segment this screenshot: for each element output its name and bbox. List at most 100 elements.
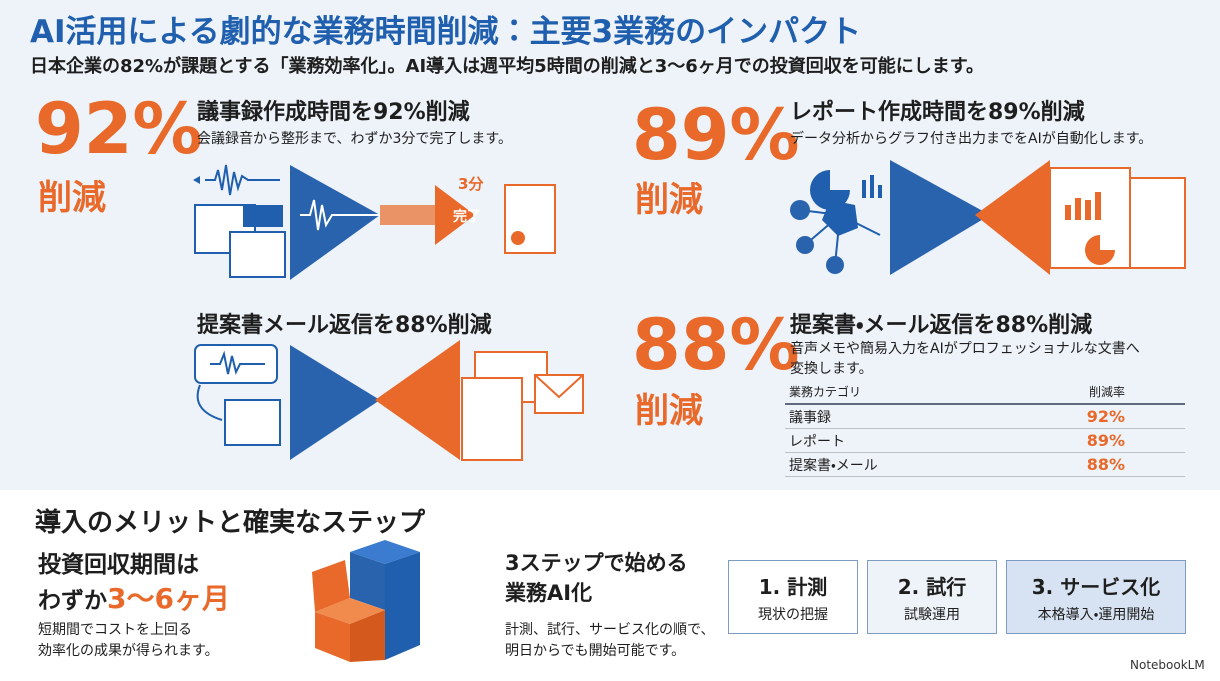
brand: NotebookLM (1130, 658, 1205, 672)
step-sub: 試験運用 (904, 606, 960, 623)
bar-icon (870, 175, 874, 198)
play-icon (193, 176, 200, 184)
card-desc: データ分析からグラフ付き出力までをAIが自動化します。 (790, 131, 1153, 147)
step-box: 3. サービス化本格導入・運用開始 (1006, 560, 1186, 634)
big-label: 削減 (38, 178, 106, 218)
header-cell: 削減率 (1088, 385, 1125, 399)
funnel (290, 345, 380, 460)
bar-icon (1095, 192, 1101, 220)
bar-icon (1085, 200, 1091, 220)
cell: 88% (1086, 455, 1125, 474)
step-sub: 現状の把握 (758, 606, 828, 623)
envelope-flap (534, 374, 584, 399)
cube-face (315, 612, 350, 662)
funnel (975, 160, 1050, 275)
payback-line: 投資回収期間は (38, 552, 199, 578)
payback-line: わずか3〜6ヶ月 (38, 582, 230, 618)
cube-face (385, 552, 420, 660)
bar-icon (1065, 205, 1071, 220)
card-title: 提案書メール返信を88%削減 (197, 313, 492, 338)
payback-prefix: わずか (38, 588, 107, 614)
arrow-head (435, 185, 475, 245)
big-number: 92% (35, 88, 203, 170)
bar-icon (862, 180, 866, 198)
heading-line: 3ステップで始める (505, 551, 688, 575)
card-title: 提案書・メール返信を88%削減 (790, 313, 1093, 338)
memo (224, 399, 281, 446)
proposal-doc (461, 377, 523, 461)
doc (243, 205, 283, 227)
cube-face (312, 560, 350, 612)
desc-line: 明日からでも開始可能です。 (505, 643, 686, 659)
table-header: 業務カテゴリ 削減率 (785, 380, 1185, 405)
doc (229, 231, 286, 278)
proposal-illustration (194, 340, 584, 461)
step-title: 3. サービス化 (1031, 574, 1161, 599)
big-label: 削減 (635, 391, 703, 431)
cell: 92% (1086, 407, 1125, 426)
certificate (504, 184, 556, 254)
time-tag: 3分 (458, 175, 484, 193)
bar-icon (1075, 198, 1081, 220)
big-label: 削減 (635, 180, 703, 220)
minutes-illustration (193, 164, 556, 280)
cube-illustration (312, 540, 420, 662)
done-tag: 完了 (453, 209, 481, 225)
pie-icon (810, 170, 850, 210)
cell: 議事録 (789, 409, 831, 426)
seal (511, 231, 525, 245)
big-number: 88% (632, 304, 800, 386)
funnel (290, 165, 380, 280)
waveform (300, 199, 380, 231)
section-title: 導入のメリットと確実なステップ (35, 508, 426, 538)
node (790, 200, 810, 220)
step-sub: 本格導入・運用開始 (1037, 606, 1155, 623)
cell: 89% (1086, 431, 1125, 450)
desc-line: 短期間でコストを上回る (38, 622, 192, 638)
card-desc: 音声メモや簡易入力をAIがプロフェッショナルな文書へ (790, 341, 1140, 357)
cube-face (315, 598, 385, 624)
node (826, 256, 844, 274)
bar-icon (878, 185, 882, 198)
cube-face (350, 552, 385, 610)
desc-line: 計測、試行、サービス化の順で、 (505, 622, 715, 638)
reduction-table: 業務カテゴリ 削減率 議事録 92% レポート 89% 提案書・メール 88% (785, 380, 1185, 477)
cell: レポート (789, 433, 845, 450)
payback-heading: 投資回収期間は わずか3〜6ヶ月 (38, 548, 230, 618)
report-doc (1129, 177, 1186, 269)
steps-desc: 計測、試行、サービス化の順で、 明日からでも開始可能です。 (505, 620, 714, 662)
cell: 提案書・メール (789, 457, 878, 474)
waveform (205, 164, 280, 196)
arrow-shaft (380, 205, 445, 225)
big-number: 89% (632, 94, 800, 176)
step-box: 2. 試行試験運用 (867, 560, 997, 634)
card-title: 議事録作成時間を92%削減 (197, 100, 470, 125)
report-illustration (790, 160, 1186, 275)
table-row: レポート 89% (785, 429, 1185, 453)
steps-heading: 3ステップで始める 業務AI化 (505, 548, 688, 608)
card-desc: 会議録音から整形まで、わずか3分で完了します。 (197, 131, 512, 147)
funnel (375, 340, 460, 460)
payback-desc: 短期間でコストを上回る 効率化の成果が得られます。 (38, 620, 219, 662)
node (796, 236, 814, 254)
subtitle: 日本企業の82%が課題とする「業務効率化」。AI導入は週平均5時間の削減と3〜6… (30, 56, 984, 77)
connector (196, 384, 223, 421)
pie-icon (1085, 235, 1115, 265)
payback-highlight: 3〜6ヶ月 (107, 582, 230, 615)
table-row: 議事録 92% (785, 405, 1185, 429)
card-desc: 変換します。 (790, 361, 873, 377)
cube-face (350, 610, 385, 662)
table-row: 提案書・メール 88% (785, 453, 1185, 477)
waveform (210, 350, 265, 375)
step-title: 2. 試行 (897, 574, 967, 599)
header-cell: 業務カテゴリ (789, 385, 862, 399)
step-box: 1. 計測 現状の把握 (728, 560, 858, 634)
card-title: レポート作成時間を89%削減 (790, 100, 1085, 125)
desc-line: 効率化の成果が得られます。 (38, 643, 219, 659)
voice-bubble (194, 344, 278, 384)
funnel (890, 160, 990, 275)
heading-line: 業務AI化 (505, 581, 593, 605)
